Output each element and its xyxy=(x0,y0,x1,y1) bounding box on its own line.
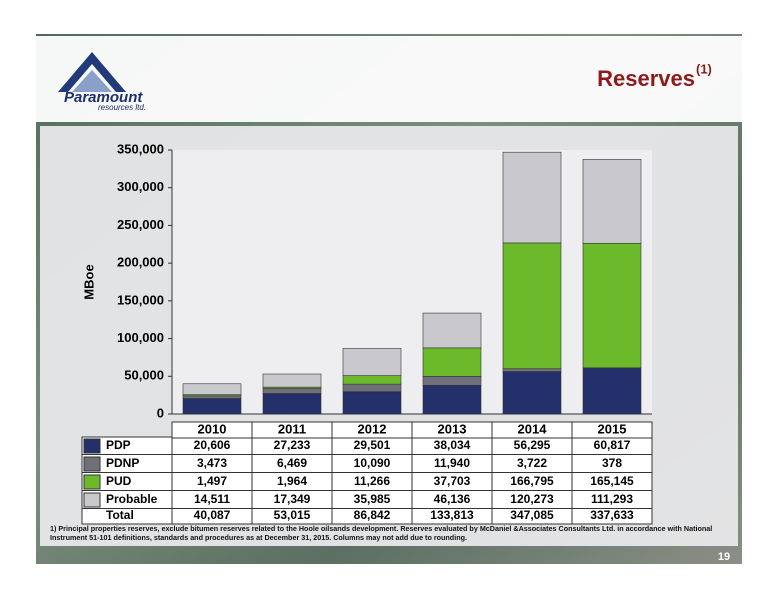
bar-segment xyxy=(582,159,642,244)
bar-segment xyxy=(262,373,322,388)
table-value: 35,985 xyxy=(354,492,391,506)
bar-segment xyxy=(262,393,322,415)
bar-segment xyxy=(342,383,402,393)
x-tick-label: 2011 xyxy=(278,421,306,436)
total-value: 86,842 xyxy=(354,508,391,522)
logo-text: Paramount xyxy=(64,89,143,106)
total-value: 133,813 xyxy=(430,508,474,522)
bar-segment xyxy=(502,371,562,415)
total-label: Total xyxy=(106,508,134,522)
y-tick-label: 300,000 xyxy=(117,179,164,194)
table-value: 46,136 xyxy=(434,492,471,506)
table-value: 166,795 xyxy=(510,474,554,488)
table-value: 3,722 xyxy=(517,456,547,470)
table-value: 17,349 xyxy=(274,492,311,506)
table-value: 27,233 xyxy=(274,438,311,452)
total-value: 337,633 xyxy=(590,508,634,522)
y-tick-label: 250,000 xyxy=(117,217,164,232)
bar-segment xyxy=(502,242,562,370)
table-value: 60,817 xyxy=(594,438,631,452)
table-value: 38,034 xyxy=(434,438,471,452)
legend-label: PUD xyxy=(106,474,132,488)
legend-swatch xyxy=(83,492,101,508)
y-tick-label: 200,000 xyxy=(117,255,164,270)
y-tick-label: 350,000 xyxy=(117,141,164,156)
x-tick-label: 2010 xyxy=(198,421,227,436)
table-value: 3,473 xyxy=(197,456,227,470)
bar-segment xyxy=(422,312,482,349)
bar-segment xyxy=(582,242,642,369)
legend-label: PDP xyxy=(106,438,131,452)
table-value: 37,703 xyxy=(434,474,471,488)
total-value: 53,015 xyxy=(274,508,311,522)
logo xyxy=(58,52,126,92)
table-value: 378 xyxy=(602,456,622,470)
x-tick-label: 2013 xyxy=(438,421,467,436)
bar-segment xyxy=(342,391,402,415)
plot-area xyxy=(172,150,652,414)
table-value: 11,940 xyxy=(434,456,470,470)
bar-segment xyxy=(502,368,562,372)
x-tick-label: 2015 xyxy=(598,421,627,436)
y-tick-label: 0 xyxy=(157,405,164,420)
bar-segment xyxy=(422,385,482,415)
bar-segment xyxy=(182,383,242,396)
bar-segment xyxy=(182,395,242,399)
bar-segment xyxy=(182,398,242,415)
header-band xyxy=(36,36,742,122)
table-value: 11,266 xyxy=(354,474,390,488)
y-tick-label: 150,000 xyxy=(117,292,164,307)
x-tick-label: 2012 xyxy=(358,421,387,436)
table-value: 111,293 xyxy=(591,492,633,506)
year-cell xyxy=(571,421,653,439)
legend-swatch xyxy=(83,474,101,490)
logo-subtext: resources ltd. xyxy=(98,103,146,112)
bar-segment xyxy=(582,367,642,415)
y-axis-label: MBoe xyxy=(81,264,96,299)
table-value: 6,469 xyxy=(277,456,307,470)
legend-swatch xyxy=(83,456,101,472)
y-tick-label: 100,000 xyxy=(117,330,164,345)
legend-swatch xyxy=(83,438,101,454)
bar-segment xyxy=(422,347,482,377)
table-bg xyxy=(81,436,653,525)
table-value: 10,090 xyxy=(354,456,391,470)
table-value: 1,497 xyxy=(197,474,227,488)
legend-label: PDNP xyxy=(106,456,139,470)
title-note: (1) xyxy=(696,61,712,76)
page-number: 19 xyxy=(718,551,730,563)
table-value: 29,501 xyxy=(354,438,391,452)
bar-segment xyxy=(342,375,402,385)
table-value: 165,145 xyxy=(590,474,634,488)
x-tick-label: 2014 xyxy=(518,421,548,436)
table-value: 1,964 xyxy=(277,474,307,488)
bar-segment xyxy=(342,348,402,376)
table-value: 120,273 xyxy=(510,492,554,506)
slide-title: Reserves xyxy=(597,66,695,91)
table-value: 20,606 xyxy=(194,438,231,452)
y-tick-label: 50,000 xyxy=(124,368,164,383)
bar-segment xyxy=(422,376,482,386)
bar-segment xyxy=(502,151,562,244)
total-value: 40,087 xyxy=(194,508,231,522)
bar-segment xyxy=(262,388,322,394)
table-value: 14,511 xyxy=(194,492,230,506)
table-value: 56,295 xyxy=(514,438,551,452)
total-value: 347,085 xyxy=(510,508,554,522)
legend-label: Probable xyxy=(106,492,158,506)
footnote: 1) Principal properties reserves, exclud… xyxy=(50,524,713,542)
